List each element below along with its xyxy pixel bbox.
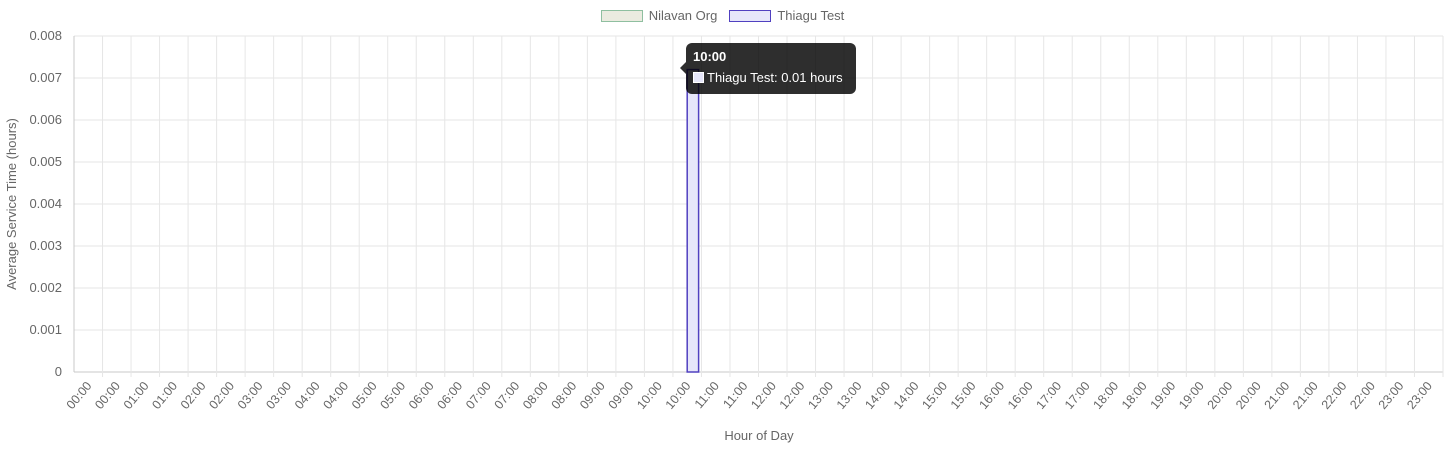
chart-bars: [686, 68, 700, 373]
y-axis-ticks: 0 0.001 0.002 0.003 0.004 0.005 0.006 0.007 0.00…: [29, 28, 62, 379]
x-tick-label: 14:00: [891, 379, 922, 412]
x-tick-label: 20:00: [1205, 379, 1236, 412]
x-tick-label: 15:00: [948, 379, 979, 412]
x-tick-label: 01:00: [121, 379, 152, 412]
y-tick-label: 0.002: [29, 280, 62, 295]
x-tick-label: 09:00: [577, 379, 608, 412]
x-tick-label: 16:00: [976, 379, 1007, 412]
x-tick-label: 19:00: [1176, 379, 1207, 412]
x-tick-label: 06:00: [434, 379, 465, 412]
y-tick-label: 0.001: [29, 322, 62, 337]
x-tick-label: 07:00: [492, 379, 523, 412]
legend-swatch-nilavan-org: [600, 9, 643, 22]
x-tick-label: 20:00: [1233, 379, 1264, 412]
legend-swatch-thiagu-test: [729, 9, 772, 22]
tooltip-caret: [680, 62, 686, 74]
x-tick-label: 07:00: [463, 379, 494, 412]
x-tick-label: 03:00: [235, 379, 266, 412]
x-tick-label: 13:00: [805, 379, 836, 412]
x-tick-label: 12:00: [748, 379, 779, 412]
x-tick-label: 22:00: [1319, 379, 1350, 412]
x-tick-label: 00:00: [64, 379, 95, 412]
x-tick-label: 22:00: [1347, 379, 1378, 412]
x-tick-label: 02:00: [178, 379, 209, 412]
tooltip-title: 10:00: [693, 49, 727, 64]
y-tick-label: 0: [55, 364, 62, 379]
legend-item-thiagu-test[interactable]: Thiagu Test: [729, 8, 844, 23]
tooltip-swatch: [693, 72, 704, 83]
y-tick-label: 0.006: [29, 112, 62, 127]
y-tick-label: 0.004: [29, 196, 62, 211]
x-tick-label: 02:00: [206, 379, 237, 412]
x-tick-label: 15:00: [919, 379, 950, 412]
x-tick-label: 18:00: [1090, 379, 1121, 412]
x-tick-label: 21:00: [1290, 379, 1321, 412]
x-tick-label: 04:00: [292, 379, 323, 412]
bar-thiagu-test[interactable]: [686, 68, 700, 373]
y-axis-label: Average Service Time (hours): [4, 118, 19, 290]
x-tick-label: 08:00: [520, 379, 551, 412]
x-tick-label: 09:00: [606, 379, 637, 412]
x-tick-label: 06:00: [406, 379, 437, 412]
x-tick-label: 21:00: [1262, 379, 1293, 412]
x-tick-label: 23:00: [1404, 379, 1435, 412]
x-tick-label: 01:00: [149, 379, 180, 412]
x-tick-label: 10:00: [634, 379, 665, 412]
chart-legend: Nilavan Org Thiagu Test: [0, 8, 1445, 23]
legend-label-nilavan-org: Nilavan Org: [648, 8, 718, 23]
x-tick-label: 23:00: [1376, 379, 1407, 412]
x-tick-label: 13:00: [834, 379, 865, 412]
x-tick-label: 17:00: [1062, 379, 1093, 412]
x-axis-ticks: 00:0000:0001:0001:0002:0002:0003:0003:00…: [64, 379, 1435, 412]
tooltip-row: Thiagu Test: 0.01 hours: [693, 70, 849, 85]
x-tick-label: 05:00: [377, 379, 408, 412]
legend-label-thiagu-test: Thiagu Test: [777, 8, 845, 23]
x-tick-label: 00:00: [92, 379, 123, 412]
y-tick-label: 0.007: [29, 70, 62, 85]
x-tick-label: 11:00: [692, 379, 722, 411]
chart-tooltip: 10:00 Thiagu Test: 0.01 hours: [686, 43, 856, 94]
x-tick-label: 19:00: [1148, 379, 1179, 412]
tooltip-label: Thiagu Test: 0.01 hours: [707, 70, 843, 85]
y-tick-label: 0.005: [29, 154, 62, 169]
y-tick-label: 0.003: [29, 238, 62, 253]
x-tick-label: 16:00: [1005, 379, 1036, 412]
y-tick-label: 0.008: [29, 28, 62, 43]
x-tick-label: 03:00: [263, 379, 294, 412]
legend-item-nilavan-org[interactable]: Nilavan Org: [600, 8, 718, 23]
x-tick-label: 12:00: [777, 379, 808, 412]
x-tick-label: 08:00: [549, 379, 580, 412]
x-axis-label: Hour of Day: [724, 428, 794, 443]
x-tick-label: 10:00: [663, 379, 694, 412]
x-tick-label: 14:00: [862, 379, 893, 412]
chart-grid: [73, 35, 1444, 377]
x-tick-label: 17:00: [1033, 379, 1064, 412]
x-tick-label: 04:00: [320, 379, 351, 412]
x-tick-label: 11:00: [720, 379, 750, 411]
x-tick-label: 05:00: [349, 379, 380, 412]
x-tick-label: 18:00: [1119, 379, 1150, 412]
